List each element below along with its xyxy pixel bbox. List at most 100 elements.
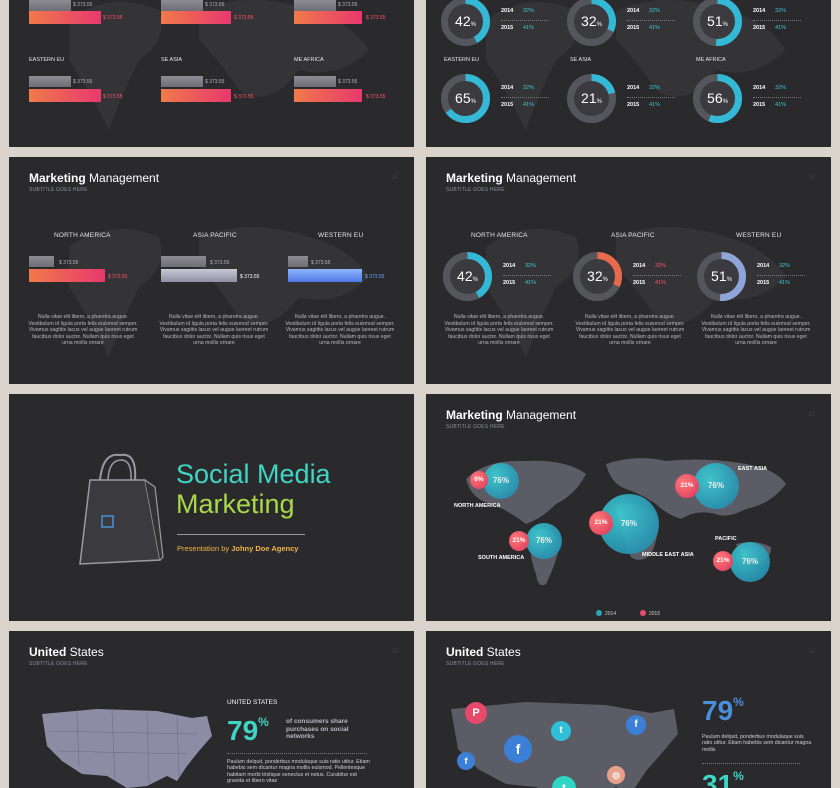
bubble-label-0: NORTH AMERICA: [454, 503, 501, 509]
region-north-america: NORTH AMERICA: [471, 232, 528, 239]
body-text: Paulum delquit, ponderbus modulaque suis…: [702, 734, 812, 753]
legend-label-2015: 2015: [649, 611, 661, 617]
twitter-icon: t: [551, 721, 571, 741]
stat-percentage-1: 79%: [702, 695, 744, 726]
usa-map: [451, 702, 678, 788]
bottom-2-donut: 56%: [692, 73, 743, 124]
col-0-pct-2015: 41%: [525, 280, 537, 286]
slide-marketing-bars[interactable]: Marketing Management SUBTITLE GOES HERE …: [9, 157, 414, 384]
bottom-2-pct-2015: 41%: [775, 102, 787, 108]
slide-donut-regions-top[interactable]: 42% 2014 32% 2015 41% 32% 2014 32% 2015 41% 51% 2…: [426, 0, 831, 147]
top-1-divider: [627, 20, 675, 21]
bottom-0-year-2015: 2015: [501, 102, 514, 108]
region-asia-pacific: ASIA PACIFIC: [611, 232, 655, 239]
col-0-divider: [503, 275, 551, 276]
bar-gray-weu: [288, 256, 308, 267]
col-1-donut: 32%: [572, 251, 623, 302]
bar-gray-label-5: $ 373.55: [205, 79, 225, 85]
top-2-divider: [753, 20, 801, 21]
top-2-pct-2014: 32%: [775, 8, 787, 14]
col-2-year-2015: 2015: [757, 280, 770, 286]
bottom-2-divider: [753, 97, 801, 98]
top-0-year-2015: 2015: [501, 25, 514, 31]
slide-title: United States: [29, 645, 104, 659]
bar-red-4: [29, 89, 101, 102]
col-1-pct-2015: 41%: [655, 280, 667, 286]
bar-gray-4: [29, 76, 71, 87]
top-0-pct-2014: 32%: [523, 8, 535, 14]
legend-label-2014: 2014: [605, 611, 617, 617]
col-1-donut-value: 32%: [587, 267, 608, 284]
bubble-2015-value: 21%: [680, 482, 694, 489]
top-0-divider: [501, 20, 549, 21]
headline-line-2: Marketing: [176, 489, 295, 519]
presenter-line: Presentation by Johny Doe Agency: [177, 544, 299, 553]
page-number: 39: [808, 649, 815, 655]
slide-subtitle: SUBTITLE GOES HERE: [446, 424, 505, 430]
page-number: 36: [808, 175, 815, 181]
divider: [177, 534, 305, 535]
facebook-icon: f: [457, 752, 475, 770]
bar-blue-weu: [288, 269, 362, 282]
slide-social-media-title[interactable]: Social Media Marketing Presentation by J…: [9, 394, 414, 621]
top-0-donut-value: 42%: [455, 12, 476, 29]
col-2-divider: [757, 275, 805, 276]
region-asia-pacific: ASIA PACIFIC: [193, 232, 237, 239]
bubble-2014-3: 76%: [693, 463, 739, 509]
description-na: Nulla vitae elit libero, a pharetra augu…: [444, 314, 554, 346]
bar-gray-2: [161, 0, 203, 11]
region-label: UNITED STATES: [227, 699, 278, 706]
pinterest-icon: P: [465, 702, 487, 724]
bubble-2015-value: 21%: [594, 519, 608, 526]
slide-bar-regions-top[interactable]: $ 373.55 $ 373.55 $ 373.55 $ 373.55 $ 37…: [9, 0, 414, 147]
body-text: Paulum delquit, ponderbus modulaque suis…: [227, 759, 370, 784]
slide-title: Marketing Management: [29, 171, 160, 185]
col-0-donut-value: 42%: [457, 267, 478, 284]
bar-gray-label-1: $ 373.55: [73, 2, 93, 8]
col-1-pct-2014: 32%: [655, 263, 667, 269]
col-0-year-2014: 2014: [503, 263, 516, 269]
bar-blue-label-weu: $ 373.55: [365, 274, 385, 280]
bottom-0-pct-2015: 41%: [523, 102, 535, 108]
bottom-1-pct-2014: 32%: [649, 85, 661, 91]
facebook-icon: f: [504, 735, 532, 763]
region-se-asia: SE ASIA: [161, 57, 183, 63]
bottom-1-year-2015: 2015: [627, 102, 640, 108]
slide-marketing-donuts[interactable]: Marketing Management SUBTITLE GOES HERE …: [426, 157, 831, 384]
bar-red-label-2: $ 373.55: [234, 15, 254, 21]
bubble-2015-value: 6%: [474, 476, 484, 483]
bar-red-6: [294, 89, 362, 102]
bar-gray-label-na: $ 373.55: [59, 260, 79, 266]
bubble-2014-value: 76%: [535, 536, 552, 545]
top-2-pct-2015: 41%: [775, 25, 787, 31]
page-number: 37: [808, 412, 815, 418]
bar-red-5: [161, 89, 231, 102]
top-2-year-2015: 2015: [753, 25, 766, 31]
region-me-africa: ME AFRICA: [294, 57, 324, 63]
bar-gray-label-2: $ 373.55: [205, 2, 225, 8]
region-eastern-eu: EASTERN EU: [29, 57, 65, 63]
bubble-2015-3: 21%: [675, 474, 699, 498]
slide-united-states-stat[interactable]: United States SUBTITLE GOES HERE 38 UNIT…: [9, 631, 414, 788]
slide-marketing-bubble-map[interactable]: Marketing Management SUBTITLE GOES HERE …: [426, 394, 831, 621]
bar-gray-label-3: $ 373.55: [338, 2, 358, 8]
bar-silver-label-ap: $ 373.55: [240, 274, 260, 280]
bubble-2014-value: 76%: [707, 481, 724, 490]
col-0-pct-2014: 32%: [525, 263, 537, 269]
stat-percentage: 79%: [227, 715, 269, 746]
top-0-year-2014: 2014: [501, 8, 514, 14]
bar-gray-label-6: $ 373.55: [338, 79, 358, 85]
bar-red-3: [294, 11, 362, 24]
bar-red-label-4: $ 373.55: [103, 94, 123, 100]
twitter-icon: t: [552, 776, 576, 788]
bottom-2-donut-value: 56%: [707, 89, 728, 106]
col-2-pct-2014: 32%: [779, 263, 791, 269]
top-1-pct-2014: 32%: [649, 8, 661, 14]
bottom-2-year-2014: 2014: [753, 85, 766, 91]
bar-red-label-6: $ 373.55: [366, 94, 386, 100]
slide-title: Marketing Management: [446, 408, 577, 422]
bar-gray-na: [29, 256, 54, 267]
col-2-pct-2015: 41%: [779, 280, 791, 286]
col-0-year-2015: 2015: [503, 280, 516, 286]
